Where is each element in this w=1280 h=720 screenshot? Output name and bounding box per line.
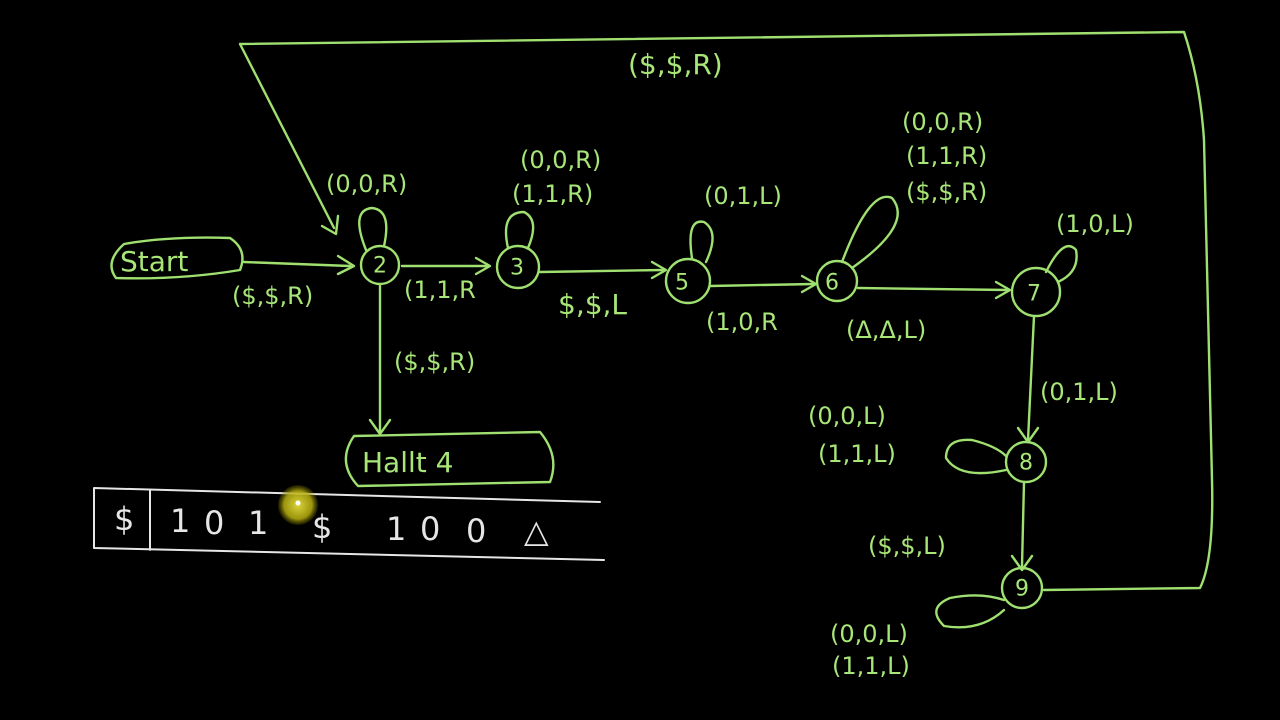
edge-2-to-3-arrowhead: [474, 256, 492, 276]
label-loop-3-a: (0,0,R): [520, 146, 601, 174]
edge-8-to-9-arrowhead: [1010, 554, 1034, 572]
cursor-dot: [295, 500, 301, 506]
label-loop-9-b: (1,1,L): [832, 652, 910, 680]
state-5-label: 5: [675, 271, 689, 296]
label-loop-9-a: (0,0,L): [830, 620, 908, 648]
label-3-to-5: $,$,L: [558, 288, 627, 321]
state-5: [664, 257, 712, 305]
label-loop-6-a: (0,0,R): [902, 108, 983, 136]
label-2-to-halt: ($,$,R): [394, 348, 475, 376]
halt-label: Hallt 4: [362, 446, 453, 479]
loop-6: [840, 195, 899, 270]
start-label: Start: [120, 245, 188, 278]
edge-6-to-7: [856, 286, 1010, 292]
loop-9: [935, 594, 1006, 629]
tape-cell: $: [114, 500, 134, 538]
label-7-to-8: (0,1,L): [1040, 378, 1118, 406]
edge-6-to-7-arrowhead: [994, 280, 1012, 300]
tape: $ 1 0 1 $ 1 0 0 △: [93, 487, 605, 561]
label-loop-3-b: (1,1,R): [512, 180, 593, 208]
start-node: [110, 236, 244, 280]
label-loop-7: (1,0,L): [1056, 210, 1134, 238]
tape-cell: 0: [204, 504, 224, 542]
label-loop-8-a: (0,0,L): [808, 402, 886, 430]
edge-3-to-5: [538, 268, 666, 274]
tape-cell: △: [524, 512, 549, 550]
state-9: [1000, 566, 1044, 610]
tape-cell: 1: [386, 510, 406, 548]
tape-cell: 1: [170, 502, 190, 540]
label-loop-6-c: ($,$,R): [906, 178, 987, 206]
edge-5-to-6-arrowhead: [800, 274, 818, 294]
state-6-label: 6: [825, 271, 839, 296]
state-2: [359, 244, 401, 286]
state-6: [815, 259, 859, 303]
label-8-to-9: ($,$,L): [868, 532, 946, 560]
label-5-to-6: (1,0,R: [706, 308, 778, 336]
loop-5: [689, 220, 714, 264]
edge-2-to-halt-arrowhead: [368, 418, 392, 436]
tape-cell: 1: [248, 504, 268, 542]
tape-border: [93, 487, 605, 561]
edge-3-to-5-arrowhead: [650, 260, 668, 280]
state-3: [495, 244, 541, 290]
state-8: [1004, 440, 1048, 484]
loop-2: [358, 206, 388, 252]
tape-cell: $: [312, 508, 332, 546]
label-loop-6-b: (1,1,R): [906, 142, 987, 170]
label-top-loop: ($,$,R): [628, 48, 723, 81]
loop-3: [504, 210, 535, 250]
tape-cell: 0: [466, 512, 486, 550]
edge-7-to-8: [1026, 314, 1036, 442]
tape-cell: 0: [420, 510, 440, 548]
label-2-to-3: (1,1,R: [404, 276, 476, 304]
label-loop-2: (0,0,R): [326, 170, 407, 198]
label-start-to-2: ($,$,R): [232, 282, 313, 310]
state-2-label: 2: [373, 254, 387, 279]
edge-start-to-2-arrowhead: [336, 254, 356, 276]
edge-9-to-2-loop: [238, 30, 1214, 592]
halt-node: [344, 430, 555, 488]
state-9-label: 9: [1015, 577, 1029, 602]
label-6-to-7: (Δ,Δ,L): [846, 316, 926, 344]
state-3-label: 3: [510, 256, 524, 281]
state-7-label: 7: [1027, 282, 1041, 307]
edge-9-to-2-arrowhead: [320, 214, 340, 236]
label-loop-8-b: (1,1,L): [818, 440, 896, 468]
state-7: [1010, 266, 1062, 318]
edge-8-to-9: [1020, 480, 1026, 568]
state-8-label: 8: [1019, 451, 1033, 476]
edge-start-to-2: [242, 260, 352, 268]
edge-5-to-6: [708, 282, 816, 288]
label-loop-5: (0,1,L): [704, 182, 782, 210]
loop-8: [944, 438, 1008, 475]
loop-7: [1044, 244, 1078, 284]
